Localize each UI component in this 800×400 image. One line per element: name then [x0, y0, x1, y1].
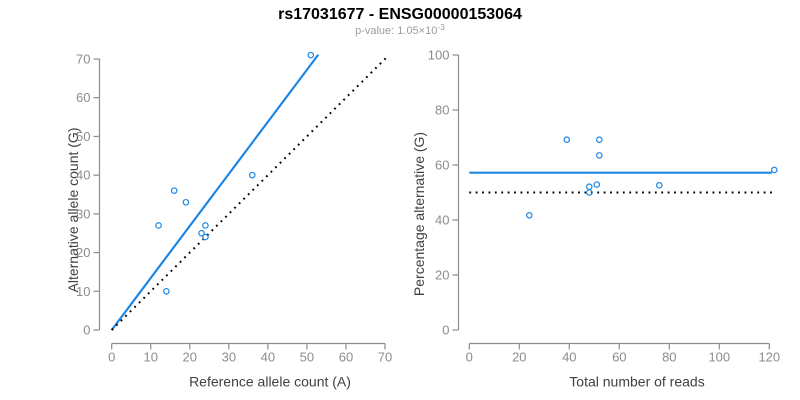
- x-tick-label: 50: [300, 350, 314, 365]
- x-tick-label: 40: [261, 350, 275, 365]
- x-tick-label: 100: [708, 350, 730, 365]
- data-point: [155, 222, 162, 229]
- data-point: [163, 287, 170, 295]
- data-point: [770, 166, 778, 174]
- data-point: [198, 229, 205, 237]
- data-point: [248, 171, 256, 179]
- x-tick-label: 60: [339, 350, 353, 365]
- p-value-subtitle: p-value: 1.05×10-3: [355, 22, 445, 37]
- left-y-axis-label: Alternative allele count (G): [65, 128, 81, 293]
- data-point: [655, 182, 663, 189]
- x-tick-label: 20: [183, 350, 197, 365]
- data-point: [202, 222, 209, 229]
- y-tick-label: 40: [435, 213, 449, 228]
- y-tick-label: 30: [76, 206, 90, 221]
- left-x-axis-label: Reference allele count (A): [189, 374, 351, 390]
- x-tick-label: 60: [612, 350, 626, 365]
- y-tick-label: 80: [435, 103, 449, 118]
- data-point: [595, 152, 603, 159]
- y-tick-label: 10: [76, 284, 90, 299]
- data-point: [585, 183, 593, 191]
- x-tick-label: 10: [144, 350, 158, 365]
- right-x-axis-label: Total number of reads: [569, 374, 704, 390]
- data-point: [595, 136, 603, 144]
- data-point: [307, 51, 315, 59]
- x-tick-label: 80: [662, 350, 676, 365]
- data-point: [563, 136, 571, 144]
- x-tick-label: 20: [512, 350, 526, 365]
- chart-title: rs17031677 - ENSG00000153064: [278, 6, 522, 23]
- left-scatter-panel: Reference allele count (A) Alternative a…: [65, 52, 392, 390]
- data-point: [593, 181, 601, 188]
- y-tick-label: 70: [76, 52, 90, 67]
- y-tick-label: 20: [76, 245, 90, 260]
- x-tick-label: 30: [222, 350, 236, 365]
- data-point: [525, 212, 533, 219]
- y-tick-label: 40: [76, 168, 90, 183]
- x-tick-label: 0: [466, 350, 473, 365]
- y-tick-label: 0: [83, 323, 90, 338]
- y-tick-label: 60: [435, 158, 449, 173]
- fit-line: [110, 54, 320, 331]
- y-tick-label: 100: [428, 48, 450, 63]
- x-tick-label: 120: [758, 350, 780, 365]
- y-tick-label: 60: [76, 90, 90, 105]
- data-point: [170, 187, 178, 194]
- right-scatter-panel: Total number of reads Percentage alterna…: [411, 48, 780, 390]
- data-point: [182, 198, 190, 206]
- x-tick-label: 40: [562, 350, 576, 365]
- data-point: [202, 233, 209, 241]
- right-y-axis-label: Percentage alternative (G): [411, 132, 427, 296]
- y-tick-label: 0: [442, 323, 449, 338]
- y-tick-label: 20: [435, 268, 449, 283]
- y-tick-label: 50: [76, 129, 90, 144]
- identity-line: [110, 54, 390, 331]
- x-tick-label: 0: [108, 350, 115, 365]
- x-tick-label: 70: [378, 350, 392, 365]
